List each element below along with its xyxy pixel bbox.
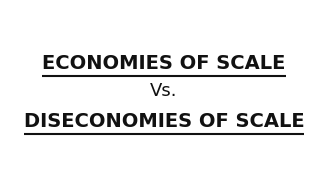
Text: DISECONOMIES OF SCALE: DISECONOMIES OF SCALE bbox=[24, 112, 304, 131]
Text: ECONOMIES OF SCALE: ECONOMIES OF SCALE bbox=[42, 54, 286, 73]
Text: Vs.: Vs. bbox=[150, 82, 178, 100]
